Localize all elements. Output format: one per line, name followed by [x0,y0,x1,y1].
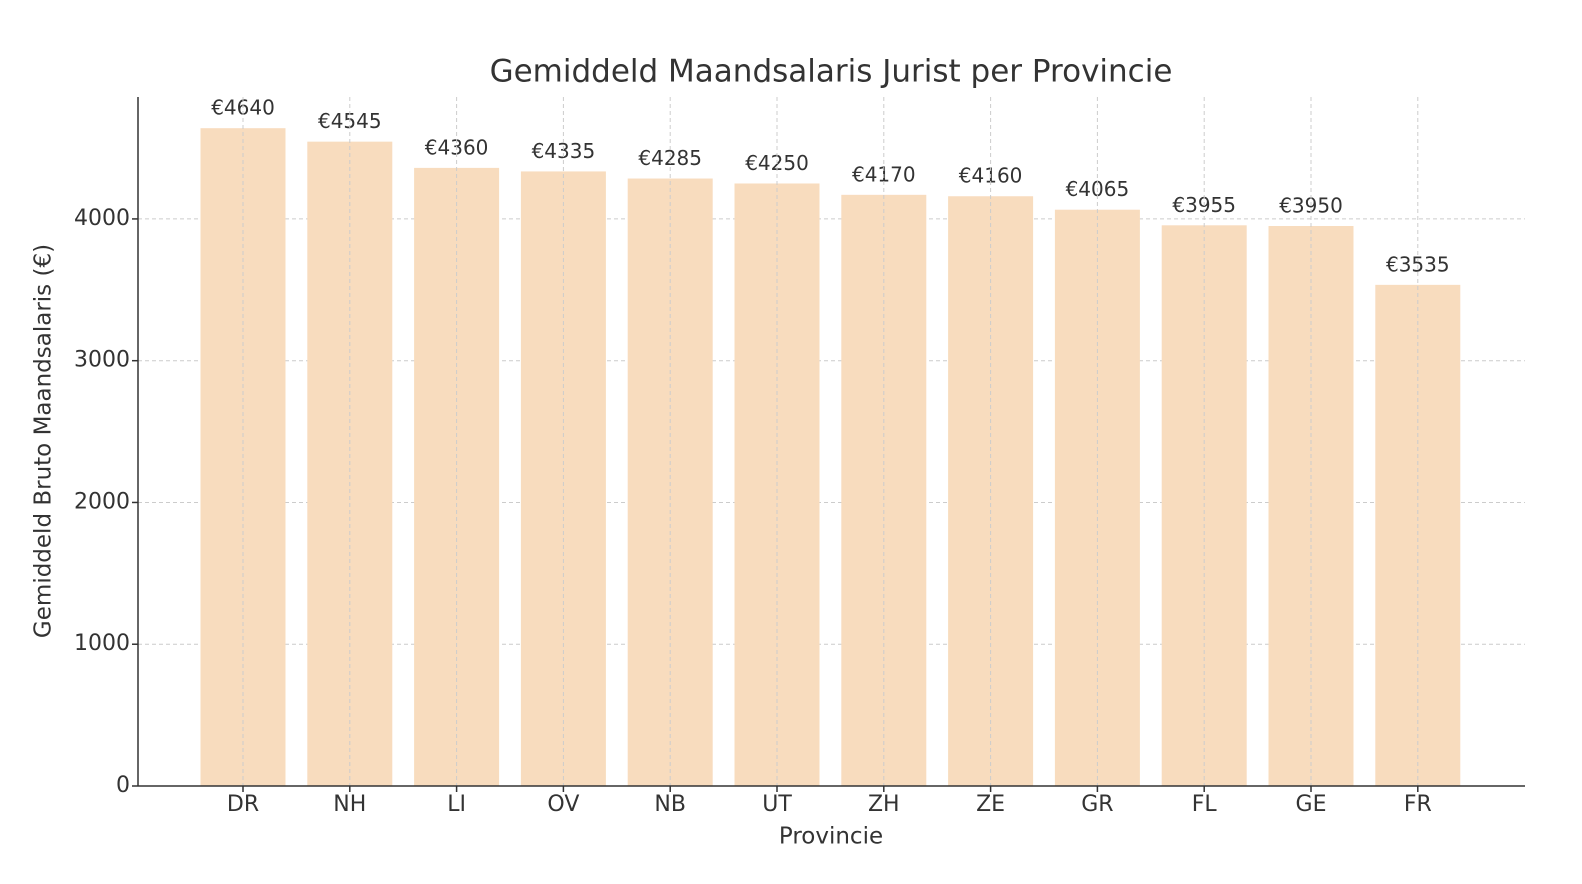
x-tick-label: OV [547,792,579,817]
x-tick-label: DR [227,792,259,817]
bar [1375,284,1461,786]
x-tick-label: NB [654,792,686,817]
x-tick-label: FL [1192,792,1218,817]
y-tick-label: 0 [116,773,130,798]
x-tick-label: NH [333,792,366,817]
y-tick-label: 3000 [74,348,130,373]
y-tick-label: 1000 [74,631,130,656]
x-tick-label: GE [1296,792,1327,817]
x-tick-label: UT [762,792,792,817]
x-axis-label: Provincie [779,824,883,850]
x-tick-label: LI [447,792,466,817]
y-tick-label: 4000 [74,206,130,231]
chart-title: Gemiddeld Maandsalaris Jurist per Provin… [490,54,1173,90]
x-tick-label: ZH [868,792,900,817]
y-tick-label: 2000 [74,489,130,514]
x-tick-label: GR [1081,792,1113,817]
value-label: €4285 [638,146,702,170]
y-axis-label: Gemiddeld Bruto Maandsalaris (€) [31,244,57,638]
x-tick-label: FR [1404,792,1432,817]
x-tick-label: ZE [976,792,1005,817]
